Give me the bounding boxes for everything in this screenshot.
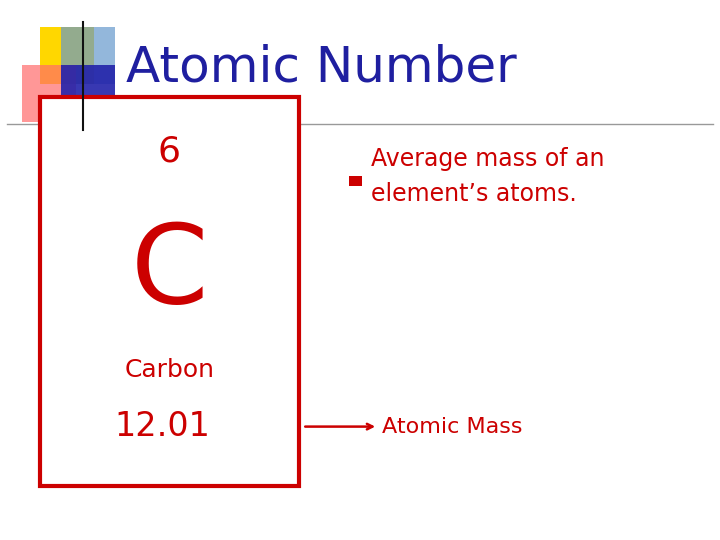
- Text: 12.01: 12.01: [114, 410, 210, 443]
- Bar: [40, 27, 94, 84]
- Text: C: C: [130, 219, 208, 326]
- Text: Atomic Mass: Atomic Mass: [382, 416, 522, 437]
- Bar: [40, 97, 299, 486]
- Text: Atomic Number: Atomic Number: [126, 44, 517, 91]
- Bar: [349, 176, 362, 186]
- Text: Average mass of an: Average mass of an: [371, 147, 604, 171]
- Bar: [61, 27, 115, 84]
- Text: element’s atoms.: element’s atoms.: [371, 183, 577, 206]
- Bar: [61, 65, 115, 122]
- Text: 6: 6: [158, 134, 181, 168]
- Text: Carbon: Carbon: [124, 358, 215, 382]
- Bar: [22, 65, 76, 122]
